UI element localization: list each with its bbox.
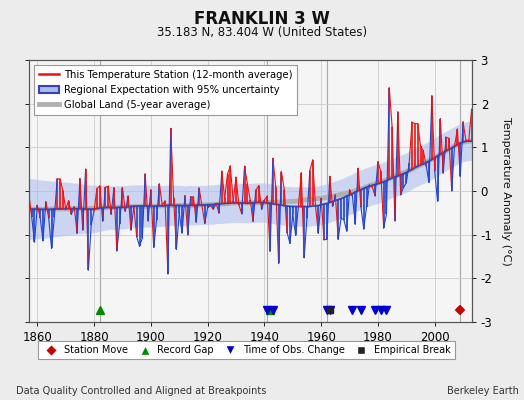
- Text: Data Quality Controlled and Aligned at Breakpoints: Data Quality Controlled and Aligned at B…: [16, 386, 266, 396]
- Text: 35.183 N, 83.404 W (United States): 35.183 N, 83.404 W (United States): [157, 26, 367, 39]
- Text: FRANKLIN 3 W: FRANKLIN 3 W: [194, 10, 330, 28]
- Y-axis label: Temperature Anomaly (°C): Temperature Anomaly (°C): [500, 117, 510, 265]
- Legend: This Temperature Station (12-month average), Regional Expectation with 95% uncer: This Temperature Station (12-month avera…: [34, 65, 297, 115]
- Text: Berkeley Earth: Berkeley Earth: [447, 386, 519, 396]
- Legend: Station Move, Record Gap, Time of Obs. Change, Empirical Break: Station Move, Record Gap, Time of Obs. C…: [38, 341, 455, 359]
